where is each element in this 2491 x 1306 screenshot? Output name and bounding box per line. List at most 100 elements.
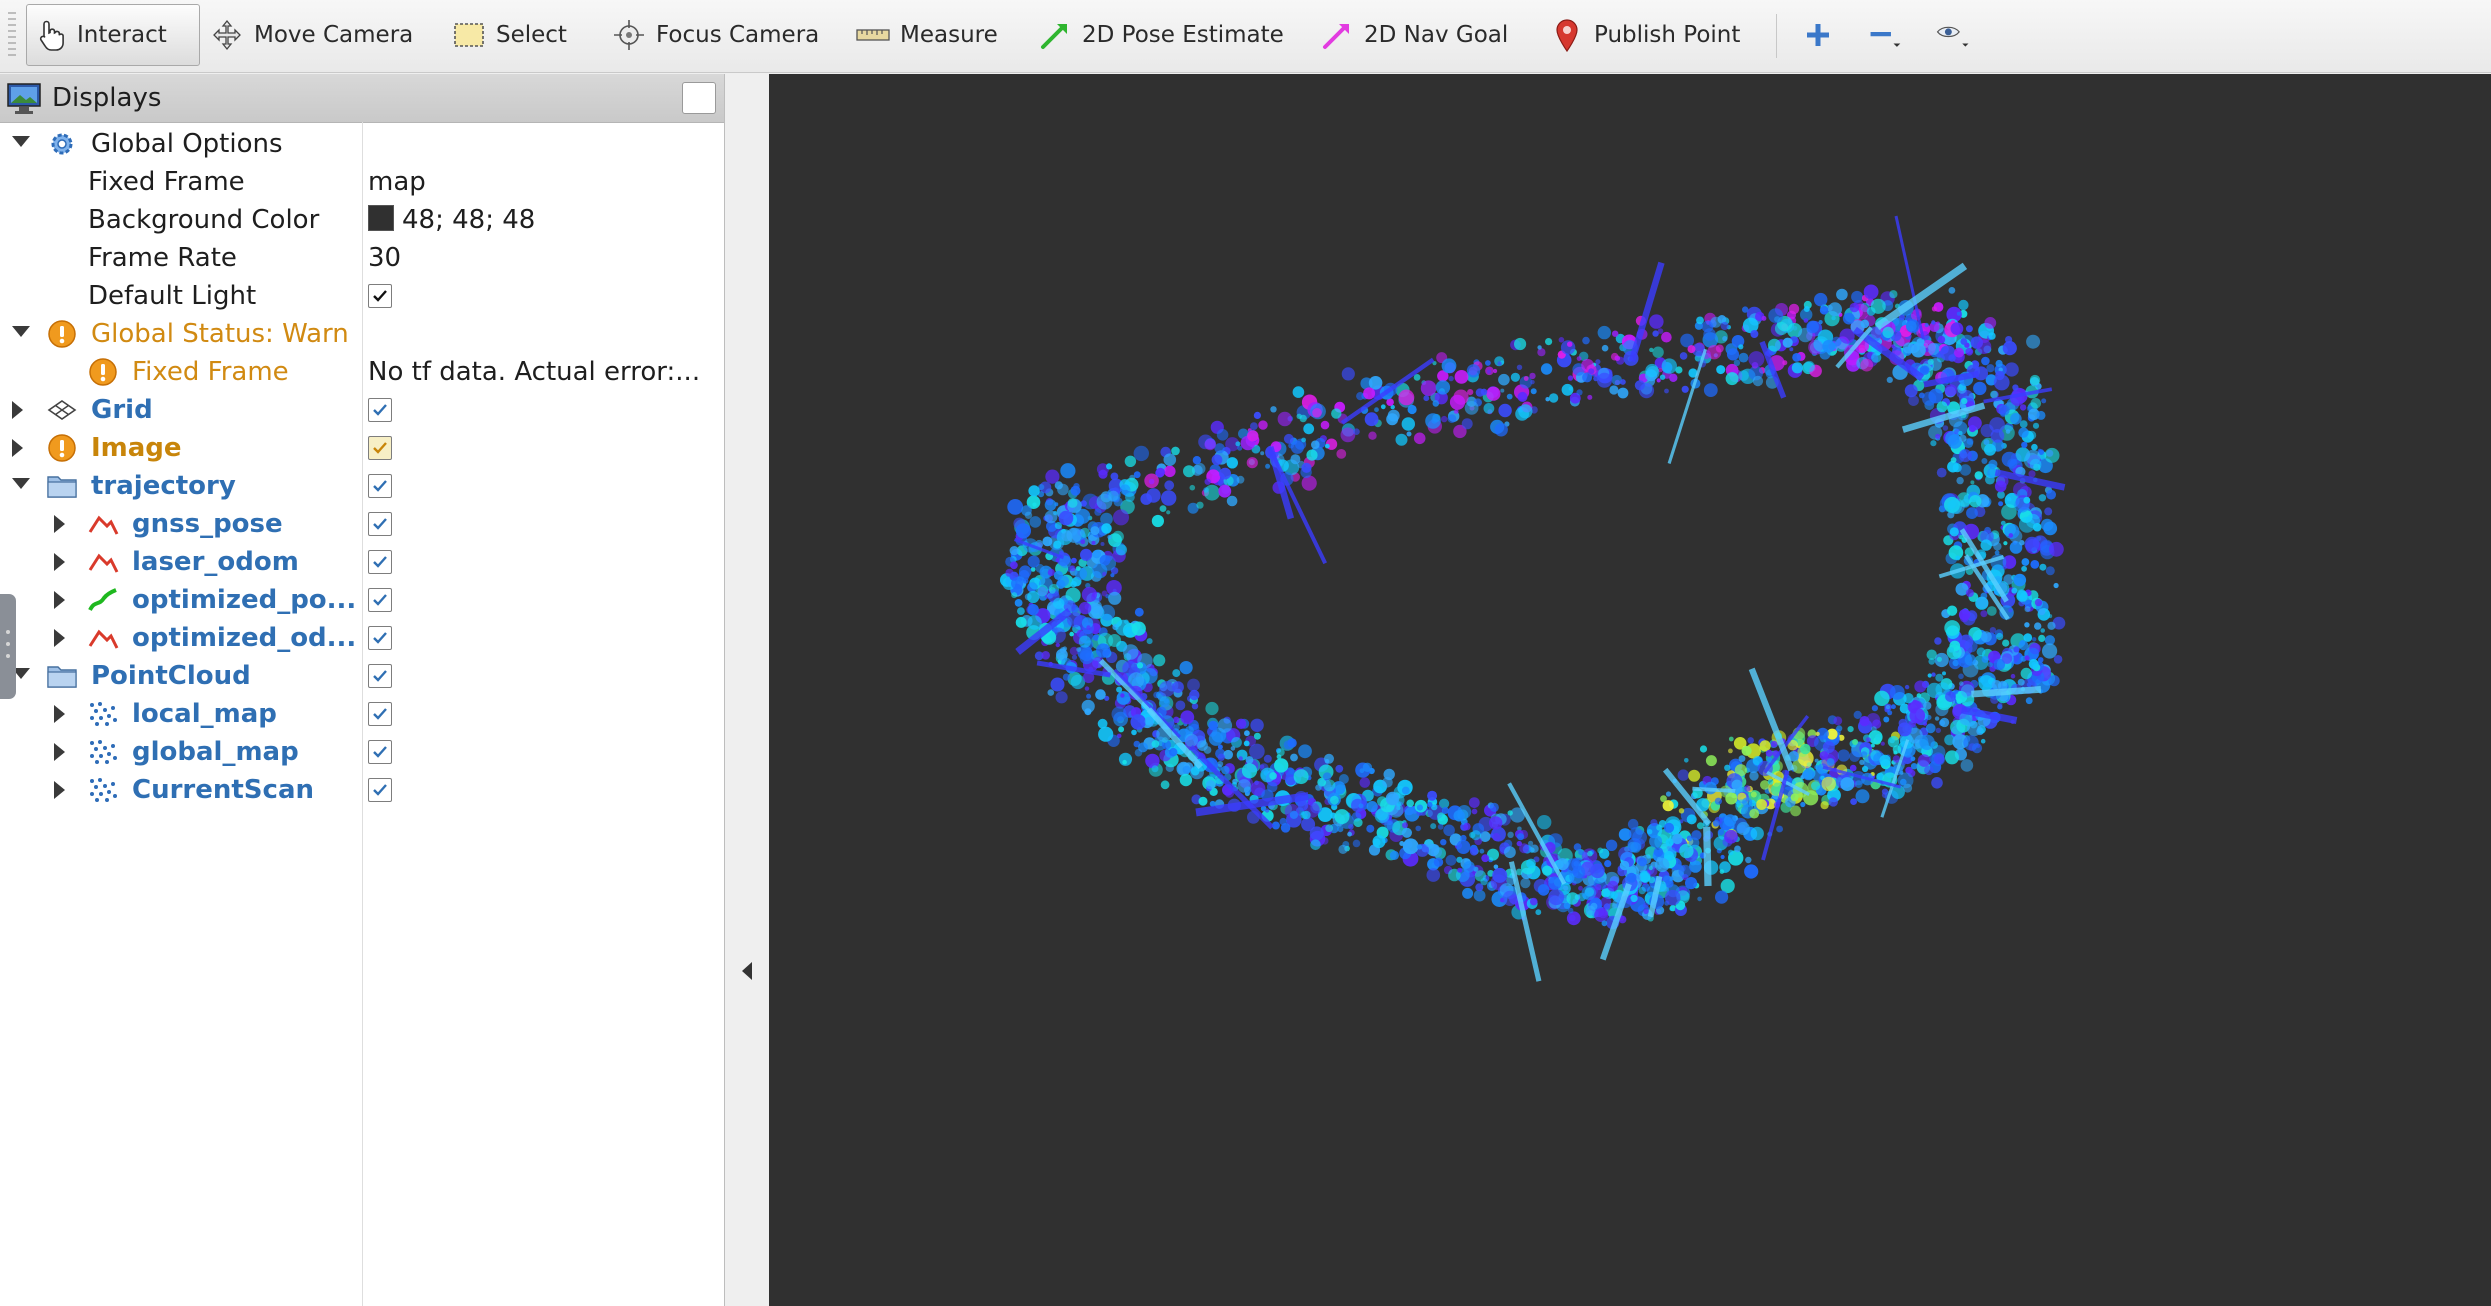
enable-checkbox[interactable] <box>368 702 392 726</box>
tree-row-label: global_map <box>132 737 299 767</box>
enable-checkbox[interactable] <box>368 778 392 802</box>
pose-estimate-tool-button[interactable]: 2D Pose Estimate <box>1032 4 1284 66</box>
tree-row-value-text: map <box>368 167 426 197</box>
path-green-icon <box>86 584 120 616</box>
expanded-arrow-icon[interactable] <box>12 668 30 679</box>
pointcloud-icon <box>86 698 120 730</box>
tree-row-label: Image <box>91 433 182 463</box>
tree-row-value[interactable]: No tf data. Actual error:... <box>368 357 700 387</box>
collapsed-arrow-icon[interactable] <box>12 401 23 419</box>
path-red-icon <box>86 508 120 540</box>
collapsed-arrow-icon[interactable] <box>54 515 65 533</box>
enable-checkbox[interactable] <box>368 626 392 650</box>
measure-tool-button[interactable]: Measure <box>850 4 998 66</box>
side-dock-handle[interactable] <box>0 594 16 699</box>
displays-panel-header: Displays <box>0 74 724 123</box>
enable-checkbox[interactable] <box>368 588 392 612</box>
publish-point-label: Publish Point <box>1594 22 1741 48</box>
displays-panel: Displays Global Options Fixed Frame map Bac… <box>0 74 725 1306</box>
collapsed-arrow-icon[interactable] <box>54 629 65 647</box>
enable-checkbox[interactable] <box>368 284 392 308</box>
tree-row-default-light[interactable]: Default Light <box>0 277 724 315</box>
pointcloud-icon <box>86 774 120 806</box>
collapsed-arrow-icon[interactable] <box>54 781 65 799</box>
tree-row-global-status-warn[interactable]: Global Status: Warn <box>0 315 724 353</box>
tree-row-label: Fixed Frame <box>88 167 245 197</box>
collapse-arrow-icon[interactable] <box>742 962 752 980</box>
panel-splitter[interactable] <box>725 74 769 1306</box>
enable-checkbox[interactable] <box>368 740 392 764</box>
enable-checkbox[interactable] <box>368 664 392 688</box>
tree-row-fixed-frame[interactable]: Fixed Frame map <box>0 163 724 201</box>
tree-row-value[interactable]: 48; 48; 48 <box>368 205 535 235</box>
tree-row-optimized-po[interactable]: optimized_po... <box>0 581 724 619</box>
tree-row-label: laser_odom <box>132 547 299 577</box>
tree-row-label: optimized_od... <box>132 623 357 653</box>
expanded-arrow-icon[interactable] <box>12 478 30 489</box>
tree-row-grid[interactable]: Grid <box>0 391 724 429</box>
tree-row-label: Frame Rate <box>88 243 237 273</box>
tree-row-fixed-frame[interactable]: Fixed Frame No tf data. Actual error:... <box>0 353 724 391</box>
tree-row-local-map[interactable]: local_map <box>0 695 724 733</box>
ruler-icon <box>856 18 890 52</box>
tree-row-label: CurrentScan <box>132 775 314 805</box>
undock-button[interactable] <box>682 82 716 114</box>
grid-icon <box>45 394 79 426</box>
map-pin-icon <box>1550 18 1584 52</box>
collapsed-arrow-icon[interactable] <box>54 705 65 723</box>
enable-checkbox[interactable] <box>368 512 392 536</box>
monitor-icon <box>6 80 42 116</box>
tree-row-currentscan[interactable]: CurrentScan <box>0 771 724 809</box>
tree-row-laser-odom[interactable]: laser_odom <box>0 543 724 581</box>
expanded-arrow-icon[interactable] <box>12 326 30 337</box>
enable-checkbox[interactable] <box>368 550 392 574</box>
path-red-icon <box>86 622 120 654</box>
tree-row-optimized-od[interactable]: optimized_od... <box>0 619 724 657</box>
expanded-arrow-icon[interactable] <box>12 136 30 147</box>
tree-row-label: PointCloud <box>91 661 251 691</box>
render-viewport[interactable] <box>769 74 2491 1306</box>
move-camera-tool-button[interactable]: Move Camera <box>204 4 413 66</box>
focus-camera-tool-button[interactable]: Focus Camera <box>606 4 819 66</box>
tree-row-label: gnss_pose <box>132 509 283 539</box>
collapsed-arrow-icon[interactable] <box>54 553 65 571</box>
tree-row-label: Default Light <box>88 281 257 311</box>
add-tool-button[interactable] <box>1796 4 1844 66</box>
tree-row-frame-rate[interactable]: Frame Rate 30 <box>0 239 724 277</box>
interact-label: Interact <box>77 22 167 48</box>
tree-row-background-color[interactable]: Background Color 48; 48; 48 <box>0 201 724 239</box>
view-options-button[interactable] <box>1930 4 1990 66</box>
green-arrow-icon <box>1038 18 1072 52</box>
enable-checkbox[interactable] <box>368 398 392 422</box>
remove-tool-button[interactable] <box>1862 4 1914 66</box>
enable-checkbox[interactable] <box>368 436 392 460</box>
collapsed-arrow-icon[interactable] <box>54 743 65 761</box>
color-swatch[interactable] <box>368 205 394 231</box>
tree-row-image[interactable]: Image <box>0 429 724 467</box>
tree-row-label: Global Options <box>91 129 283 159</box>
select-tool-button[interactable]: Select <box>446 4 567 66</box>
minus-icon <box>1868 18 1902 52</box>
tree-row-label: Background Color <box>88 205 320 235</box>
enable-checkbox[interactable] <box>368 474 392 498</box>
tree-row-label: trajectory <box>91 471 236 501</box>
tree-row-pointcloud[interactable]: PointCloud <box>0 657 724 695</box>
collapsed-arrow-icon[interactable] <box>54 591 65 609</box>
tree-row-global-map[interactable]: global_map <box>0 733 724 771</box>
toolbar-separator <box>1776 14 1777 58</box>
tree-row-value[interactable]: map <box>368 167 426 197</box>
tree-row-trajectory[interactable]: trajectory <box>0 467 724 505</box>
warning-icon <box>86 356 120 388</box>
path-red-icon <box>86 546 120 578</box>
collapsed-arrow-icon[interactable] <box>12 439 23 457</box>
folder-icon <box>45 660 79 692</box>
toolbar-grip[interactable] <box>8 12 16 60</box>
tree-column-divider <box>362 122 363 1306</box>
tree-row-global-options[interactable]: Global Options <box>0 125 724 163</box>
tree-row-value[interactable]: 30 <box>368 243 401 273</box>
publish-point-tool-button[interactable]: Publish Point <box>1544 4 1740 66</box>
interact-tool-button[interactable]: Interact <box>26 4 200 66</box>
point-cloud-map <box>1000 215 2066 982</box>
tree-row-gnss-pose[interactable]: gnss_pose <box>0 505 724 543</box>
nav-goal-tool-button[interactable]: 2D Nav Goal <box>1314 4 1508 66</box>
